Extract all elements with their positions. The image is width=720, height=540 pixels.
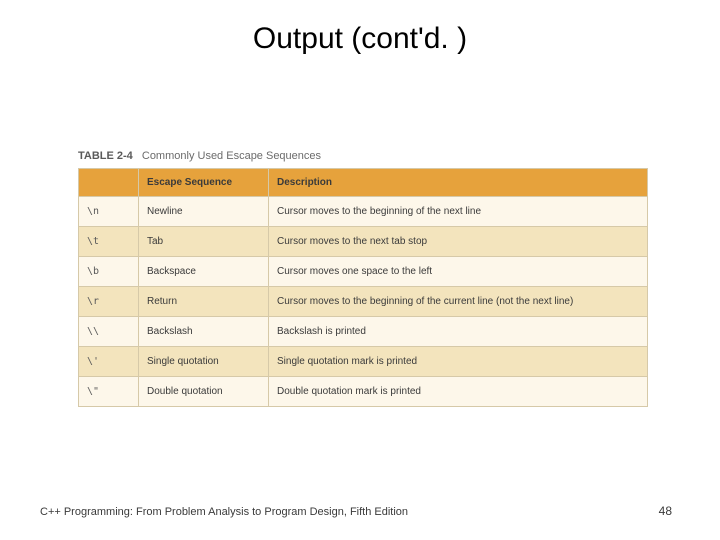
- table-row: \' Single quotation Single quotation mar…: [79, 347, 648, 377]
- cell-name: Tab: [139, 227, 269, 257]
- footer-text: C++ Programming: From Problem Analysis t…: [40, 506, 408, 518]
- table-caption: TABLE 2-4 Commonly Used Escape Sequences: [78, 150, 648, 162]
- cell-desc: Cursor moves to the beginning of the cur…: [269, 287, 648, 317]
- cell-code: \\: [79, 317, 139, 347]
- cell-desc: Single quotation mark is printed: [269, 347, 648, 377]
- table-header-blank: [79, 169, 139, 197]
- cell-code: \': [79, 347, 139, 377]
- cell-name: Backslash: [139, 317, 269, 347]
- cell-name: Double quotation: [139, 377, 269, 407]
- cell-name: Backspace: [139, 257, 269, 287]
- table-caption-text: Commonly Used Escape Sequences: [142, 150, 321, 162]
- cell-desc: Cursor moves to the next tab stop: [269, 227, 648, 257]
- table-header-row: Escape Sequence Description: [79, 169, 648, 197]
- table-row: \b Backspace Cursor moves one space to t…: [79, 257, 648, 287]
- table-header-description: Description: [269, 169, 648, 197]
- cell-desc: Backslash is printed: [269, 317, 648, 347]
- table-row: \\ Backslash Backslash is printed: [79, 317, 648, 347]
- cell-code: \n: [79, 197, 139, 227]
- cell-code: \": [79, 377, 139, 407]
- table-row: \r Return Cursor moves to the beginning …: [79, 287, 648, 317]
- escape-sequence-table: Escape Sequence Description \n Newline C…: [78, 168, 648, 407]
- cell-desc: Double quotation mark is printed: [269, 377, 648, 407]
- cell-name: Single quotation: [139, 347, 269, 377]
- cell-desc: Cursor moves to the beginning of the nex…: [269, 197, 648, 227]
- table-header-escape: Escape Sequence: [139, 169, 269, 197]
- escape-sequence-table-region: TABLE 2-4 Commonly Used Escape Sequences…: [78, 150, 648, 407]
- slide-title: Output (cont'd. ): [0, 0, 720, 56]
- table-row: \n Newline Cursor moves to the beginning…: [79, 197, 648, 227]
- table-row: \" Double quotation Double quotation mar…: [79, 377, 648, 407]
- table-caption-label: TABLE 2-4: [78, 150, 133, 162]
- cell-code: \b: [79, 257, 139, 287]
- cell-code: \t: [79, 227, 139, 257]
- cell-code: \r: [79, 287, 139, 317]
- page-number: 48: [659, 504, 672, 518]
- cell-desc: Cursor moves one space to the left: [269, 257, 648, 287]
- cell-name: Newline: [139, 197, 269, 227]
- cell-name: Return: [139, 287, 269, 317]
- table-row: \t Tab Cursor moves to the next tab stop: [79, 227, 648, 257]
